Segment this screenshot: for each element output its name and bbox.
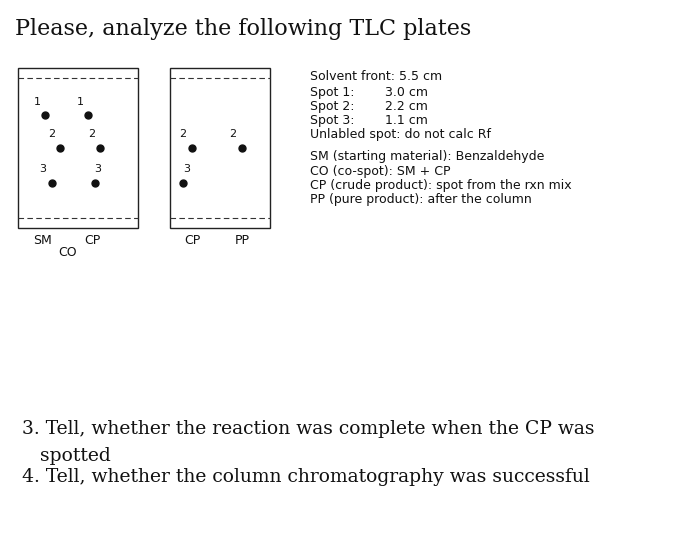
Text: 1.1 cm: 1.1 cm	[385, 114, 428, 127]
Text: SM: SM	[33, 234, 51, 247]
Text: 4. Tell, whether the column chromatography was successful: 4. Tell, whether the column chromatograp…	[22, 468, 589, 486]
Text: CP: CP	[84, 234, 100, 247]
Text: CP: CP	[184, 234, 200, 247]
Text: Spot 2:: Spot 2:	[310, 100, 354, 113]
Text: CO: CO	[59, 246, 77, 259]
Text: CO (co-spot): SM + CP: CO (co-spot): SM + CP	[310, 165, 451, 178]
Text: Solvent front: 5.5 cm: Solvent front: 5.5 cm	[310, 70, 442, 83]
Text: Spot 3:: Spot 3:	[310, 114, 354, 127]
Text: 2: 2	[88, 129, 96, 139]
Text: spotted: spotted	[22, 447, 111, 465]
Text: Unlabled spot: do not calc Rf: Unlabled spot: do not calc Rf	[310, 128, 491, 141]
Text: SM (starting material): Benzaldehyde: SM (starting material): Benzaldehyde	[310, 150, 545, 163]
Text: PP: PP	[234, 234, 249, 247]
Text: CP (crude product): spot from the rxn mix: CP (crude product): spot from the rxn mi…	[310, 179, 572, 192]
Text: 3: 3	[183, 164, 190, 174]
Bar	[18, 68, 138, 228]
Text: 2: 2	[230, 129, 237, 139]
Text: 1: 1	[76, 97, 83, 107]
Text: Please, analyze the following TLC plates: Please, analyze the following TLC plates	[15, 18, 471, 40]
Text: 2: 2	[48, 129, 55, 139]
Text: 3: 3	[39, 164, 46, 174]
Text: PP (pure product): after the column: PP (pure product): after the column	[310, 193, 532, 206]
Text: Spot 1:: Spot 1:	[310, 86, 354, 99]
Text: 3. Tell, whether the reaction was complete when the CP was: 3. Tell, whether the reaction was comple…	[22, 420, 594, 438]
Text: 2.2 cm: 2.2 cm	[385, 100, 428, 113]
Text: 2: 2	[179, 129, 187, 139]
Text: 3: 3	[94, 164, 101, 174]
Bar	[170, 68, 270, 228]
Text: 3.0 cm: 3.0 cm	[385, 86, 428, 99]
Text: 1: 1	[34, 97, 41, 107]
